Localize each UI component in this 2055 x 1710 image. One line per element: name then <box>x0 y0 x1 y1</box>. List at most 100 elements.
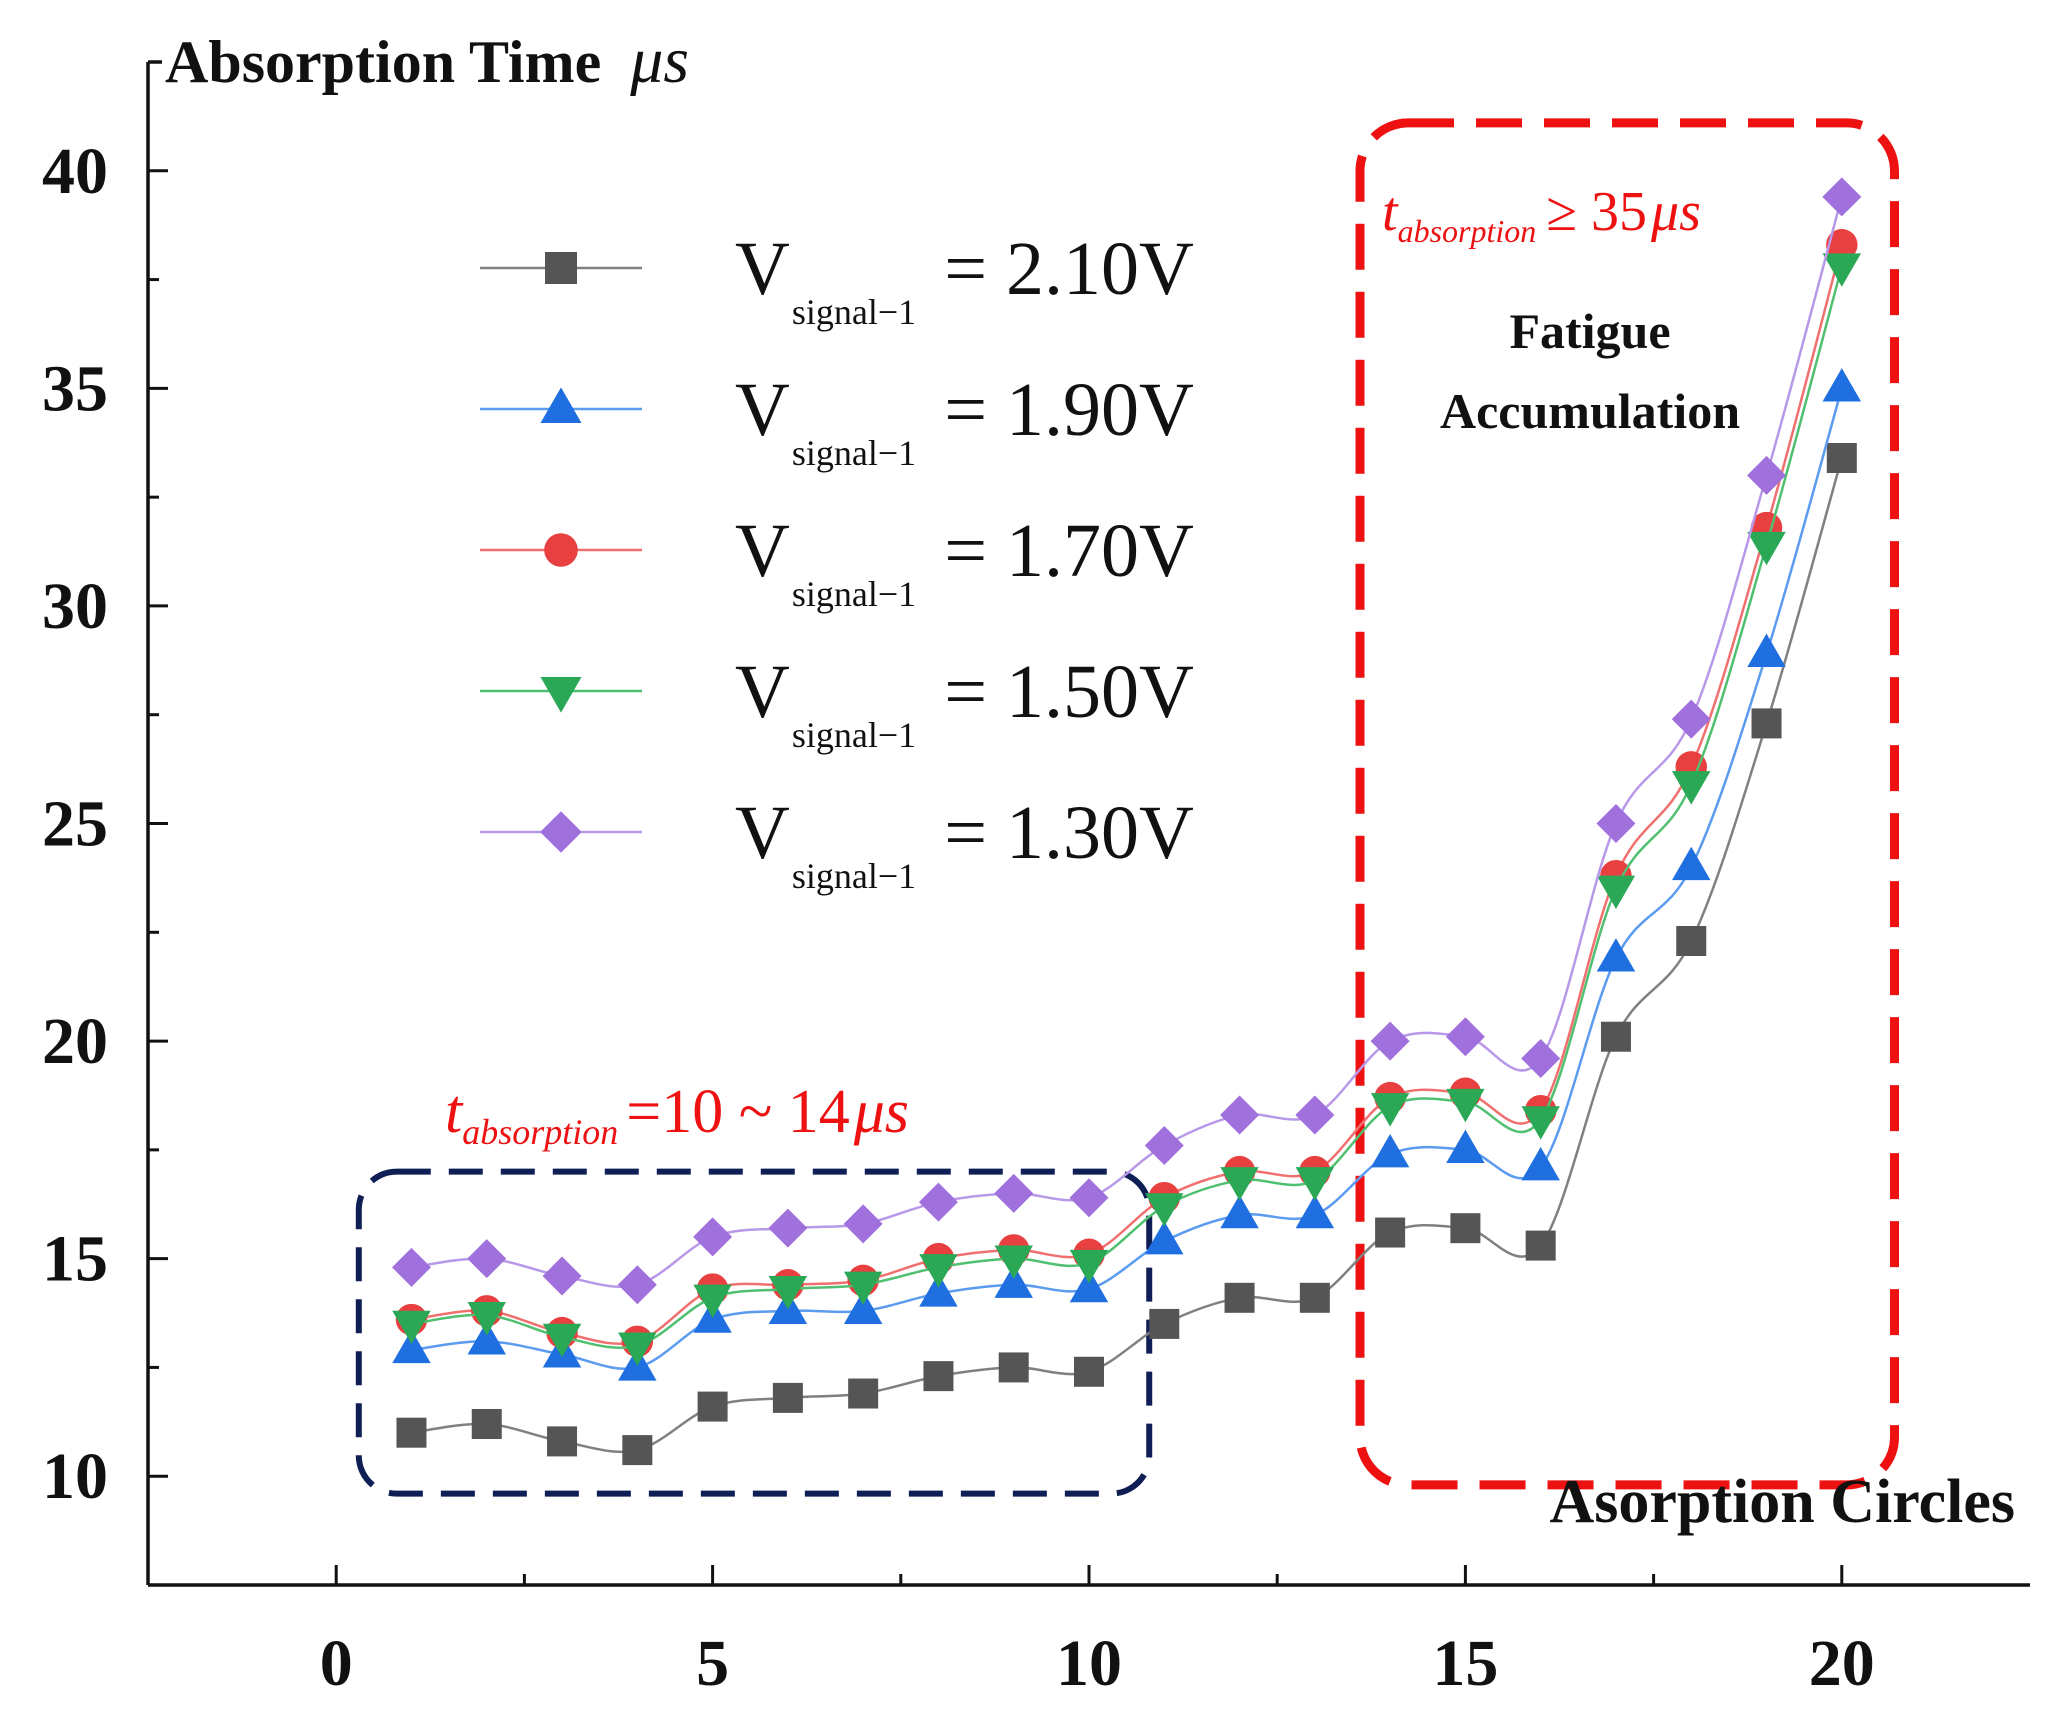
data-point <box>1446 1129 1485 1164</box>
data-point <box>994 1264 1033 1298</box>
data-point <box>919 1254 958 1288</box>
legend-label-main: V <box>735 509 790 593</box>
data-point <box>848 1378 879 1409</box>
low-region-label-t: t <box>445 1078 464 1146</box>
data-point <box>1600 1021 1631 1052</box>
data-point <box>1450 1213 1481 1244</box>
data-point <box>1596 875 1636 910</box>
data-point <box>919 1273 958 1307</box>
data-point <box>1299 1282 1330 1313</box>
data-point <box>1747 633 1786 667</box>
data-point <box>843 1204 883 1244</box>
data-point <box>768 1208 808 1248</box>
data-point <box>843 1271 883 1306</box>
legend-label-main: V <box>735 227 790 311</box>
x-tick-label: 10 <box>1056 1627 1122 1700</box>
fatigue-note-line1: Fatigue <box>1509 303 1670 359</box>
data-point <box>772 1382 803 1413</box>
series-0 <box>396 442 1857 1466</box>
data-point <box>542 1323 582 1358</box>
series-3 <box>392 253 1862 1366</box>
legend-entry: Vsignal−1 = 2.10V <box>480 227 1194 332</box>
data-point <box>1224 1282 1255 1313</box>
data-point <box>1145 1193 1184 1227</box>
legend-entry: Vsignal−1 = 1.30V <box>480 791 1194 896</box>
low-region-box <box>355 1168 1153 1497</box>
high-region-label-unit: μs <box>1650 181 1701 243</box>
data-point <box>1069 1178 1109 1218</box>
data-point <box>843 1290 883 1325</box>
legend-marker <box>540 676 582 713</box>
legend-label: Vsignal−1 = 2.10V <box>735 227 1194 332</box>
data-point <box>1220 1095 1260 1135</box>
legend-label-value: = 1.30V <box>944 791 1194 875</box>
series-layer <box>391 177 1862 1466</box>
data-point <box>697 1391 728 1422</box>
data-point <box>622 1435 653 1466</box>
data-point <box>1074 1356 1104 1387</box>
y-tick-label: 40 <box>42 135 108 208</box>
x-tick-label: 5 <box>696 1627 729 1700</box>
data-point <box>1445 1017 1485 1057</box>
data-point <box>1220 1194 1259 1229</box>
data-point <box>1596 804 1636 843</box>
data-point <box>1521 1147 1560 1181</box>
legend-label-value: = 1.50V <box>944 650 1194 734</box>
y-axis-label: Absorption Time μs <box>165 24 689 97</box>
data-point <box>998 1352 1029 1383</box>
y-tick-label: 15 <box>42 1223 108 1296</box>
low-region-label-range: =10 ~ 14 <box>626 1078 850 1146</box>
data-point <box>617 1265 657 1305</box>
data-point <box>471 1408 502 1439</box>
data-point <box>1370 1093 1410 1127</box>
data-point <box>1671 699 1711 739</box>
y-axis-label-space <box>601 29 616 95</box>
chart-labels: Absorption Time μs Asorption Circles <box>165 24 2015 1536</box>
data-point <box>693 1284 732 1319</box>
data-point <box>1145 1220 1184 1255</box>
data-point <box>1521 1106 1560 1140</box>
data-point <box>1375 1217 1406 1248</box>
data-point <box>1446 1088 1485 1123</box>
y-axis-unit: μs <box>629 24 689 97</box>
x-axis-label: Asorption Circles <box>1549 1468 2015 1536</box>
high-region-label-t: t <box>1382 181 1399 243</box>
x-tick-label: 20 <box>1809 1627 1875 1700</box>
legend-marker <box>540 811 582 853</box>
legend-label: Vsignal−1 = 1.50V <box>735 650 1194 755</box>
data-point <box>396 1417 427 1448</box>
legend-label: Vsignal−1 = 1.30V <box>735 791 1194 896</box>
low-region-label-unit: μs <box>853 1078 909 1146</box>
x-tick-label: 15 <box>1432 1627 1498 1700</box>
data-point <box>1295 1167 1335 1201</box>
legend-label-main: V <box>735 368 790 452</box>
legend-marker <box>540 387 582 424</box>
data-point <box>923 1361 954 1392</box>
data-point <box>1826 442 1857 473</box>
legend-label: Vsignal−1 = 1.90V <box>735 368 1194 473</box>
data-point <box>1144 1126 1184 1166</box>
data-point <box>1370 1021 1410 1061</box>
legend-label-sub: signal−1 <box>792 433 916 473</box>
data-point <box>467 1239 507 1279</box>
series-4 <box>391 177 1862 1305</box>
data-point <box>1672 846 1711 881</box>
high-region-label-bound: ≥ 35 <box>1546 181 1647 243</box>
data-point <box>1069 1249 1109 1284</box>
legend-label-main: V <box>735 791 790 875</box>
legend-label-sub: signal−1 <box>792 574 916 614</box>
data-point <box>994 1173 1034 1213</box>
data-point <box>1822 177 1862 217</box>
data-point <box>1826 229 1858 261</box>
series-line <box>411 457 1844 1454</box>
axes: 0 5 10 15 20 10 15 20 25 30 35 40 <box>42 60 2030 1700</box>
y-tick-label: 20 <box>42 1005 108 1078</box>
legend-label-value: = 1.70V <box>944 509 1194 593</box>
data-point <box>1822 253 1862 287</box>
high-region-label-sub: absorption <box>1398 213 1537 249</box>
data-point <box>1596 938 1636 972</box>
data-point <box>994 1245 1033 1279</box>
